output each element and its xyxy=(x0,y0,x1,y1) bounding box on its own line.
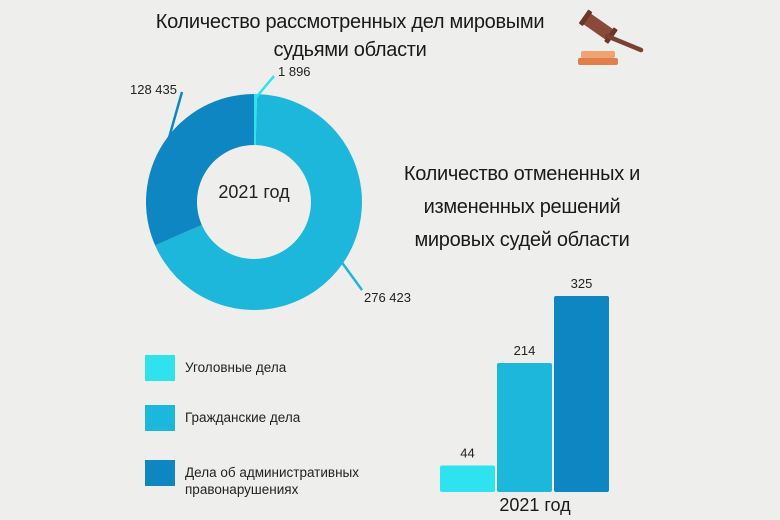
donut-slice-administrative xyxy=(146,94,254,246)
slice-label-administrative: 128 435 xyxy=(130,82,177,97)
leader-line-administrative xyxy=(165,91,184,146)
bar-chart-xlabel: 2021 год xyxy=(499,495,571,515)
legend-swatch-administrative xyxy=(145,460,175,486)
donut-slice-civil xyxy=(155,94,363,311)
donut-chart-title: Количество рассмотренных дел мировыми су… xyxy=(155,11,545,61)
legend-swatch-civil xyxy=(145,405,175,431)
legend-item-administrative: Дела об административных правонарушениях xyxy=(145,460,395,498)
bar-value-label-administrative: 325 xyxy=(571,276,593,291)
leader-line-civil xyxy=(339,259,364,291)
legend-item-civil: Гражданские дела xyxy=(145,405,395,431)
slice-label-criminal: 1 896 xyxy=(278,64,311,79)
legend-swatch-criminal xyxy=(145,355,175,381)
donut-center-label: 2021 год xyxy=(218,182,290,202)
bar-administrative xyxy=(554,296,609,492)
bar-chart: 44 214 325 xyxy=(440,276,609,492)
slice-label-civil: 276 423 xyxy=(364,290,411,305)
legend-label-criminal: Уголовные дела xyxy=(185,360,287,375)
legend-item-criminal: Уголовные дела xyxy=(145,355,395,381)
donut-slice-criminal xyxy=(254,94,258,146)
bar-criminal xyxy=(440,465,495,492)
bar-civil xyxy=(497,362,552,492)
bar-value-label-civil: 214 xyxy=(514,343,536,358)
leader-line-criminal xyxy=(254,75,275,99)
bar-chart-title: Количество отмененных и измененных решен… xyxy=(403,163,641,251)
donut-chart xyxy=(146,75,364,311)
legend-label-civil: Гражданские дела xyxy=(185,410,301,425)
bar-value-label-criminal: 44 xyxy=(460,445,474,460)
gavel-icon xyxy=(578,9,644,65)
legend-label-administrative: Дела об административных правонарушениях xyxy=(185,465,359,497)
